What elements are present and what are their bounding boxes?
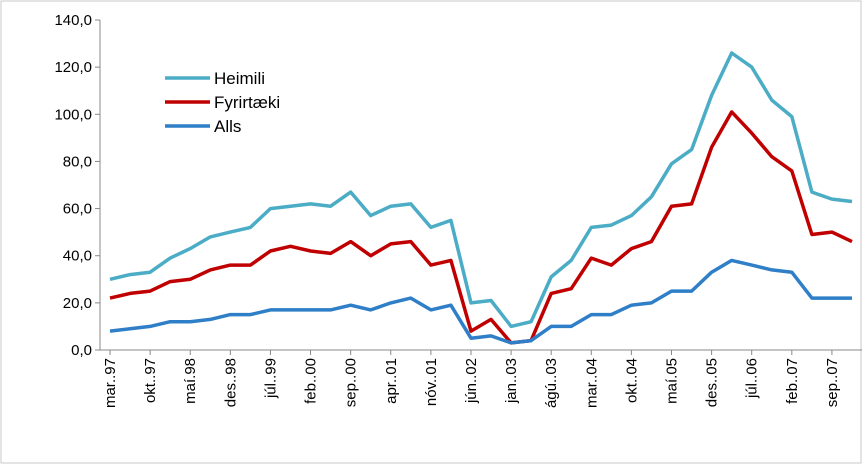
y-tick-label: 120,0 xyxy=(54,59,92,76)
x-tick-label: apr..01 xyxy=(383,358,400,404)
series-line xyxy=(109,258,852,345)
y-tick-label: 20,0 xyxy=(63,295,92,312)
y-tick-label: 100,0 xyxy=(54,106,92,123)
y-tick-label: 60,0 xyxy=(63,201,92,218)
x-tick-label: feb..00 xyxy=(303,358,320,404)
y-tick-label: 0,0 xyxy=(71,342,92,359)
x-tick-label: maí.98 xyxy=(182,358,199,404)
x-tick-label: jún..02 xyxy=(463,358,480,404)
series-line xyxy=(109,51,853,329)
x-tick-label: maí.05 xyxy=(664,358,681,404)
x-tick-label: nóv..01 xyxy=(423,358,440,406)
x-tick-label: jan..03 xyxy=(503,358,520,404)
x-tick-label: okt..97 xyxy=(142,358,159,403)
x-tick-label: júl..99 xyxy=(262,358,279,399)
x-tick-label: sep..07 xyxy=(824,358,841,407)
y-tick-label: 80,0 xyxy=(63,153,92,170)
x-tick-label: júl..06 xyxy=(744,358,761,399)
x-tick-label: des..98 xyxy=(222,358,239,407)
x-tick-label: mar..04 xyxy=(583,358,600,408)
y-tick-label: 40,0 xyxy=(63,248,92,265)
legend-label: Fyrirtæki xyxy=(214,93,280,112)
x-tick-label: des..05 xyxy=(704,358,721,407)
x-tick-label: sep..00 xyxy=(343,358,360,407)
legend-label: Alls xyxy=(214,117,241,136)
series-line xyxy=(109,110,853,345)
x-tick-label: okt..04 xyxy=(623,358,640,403)
legend-label: Heimili xyxy=(214,69,265,88)
y-tick-label: 140,0 xyxy=(54,12,92,29)
x-tick-label: mar..97 xyxy=(102,358,119,408)
x-tick-label: feb..07 xyxy=(784,358,801,404)
x-tick-label: ágú..03 xyxy=(543,358,560,408)
